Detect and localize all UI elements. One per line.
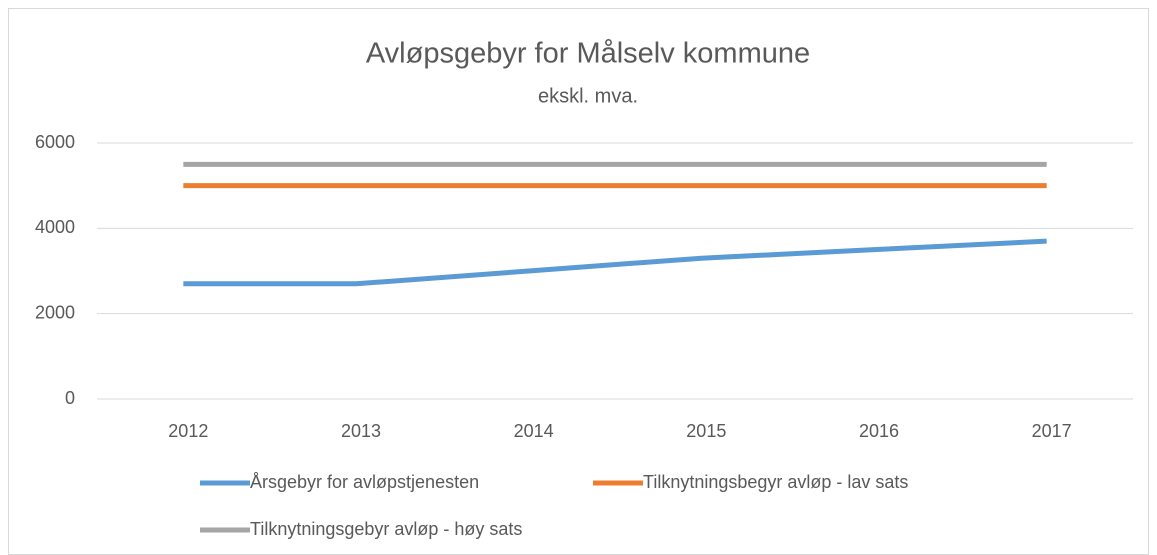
legend-label: Årsgebyr for avløpstjenesten	[250, 472, 479, 492]
legend-label: Tilknytningsbegyr avløp - lav sats	[643, 472, 908, 492]
x-tick-label: 2014	[514, 421, 554, 441]
line-series	[183, 238, 1047, 287]
chart-title: Avløpsgebyr for Målselv kommune	[366, 38, 810, 70]
x-tick-label: 2012	[168, 421, 208, 441]
x-tick-label: 2017	[1032, 421, 1072, 441]
legend-label: Tilknytningsgebyr avløp - høy sats	[250, 519, 522, 539]
y-tick-label: 6000	[35, 132, 75, 152]
y-tick-label: 0	[65, 388, 75, 408]
chart-subtitle: ekskl. mva.	[538, 85, 638, 107]
y-tick-label: 2000	[35, 302, 75, 322]
x-tick-label: 2013	[341, 421, 381, 441]
x-tick-label: 2016	[859, 421, 899, 441]
x-tick-label: 2015	[686, 421, 726, 441]
y-tick-label: 4000	[35, 217, 75, 237]
